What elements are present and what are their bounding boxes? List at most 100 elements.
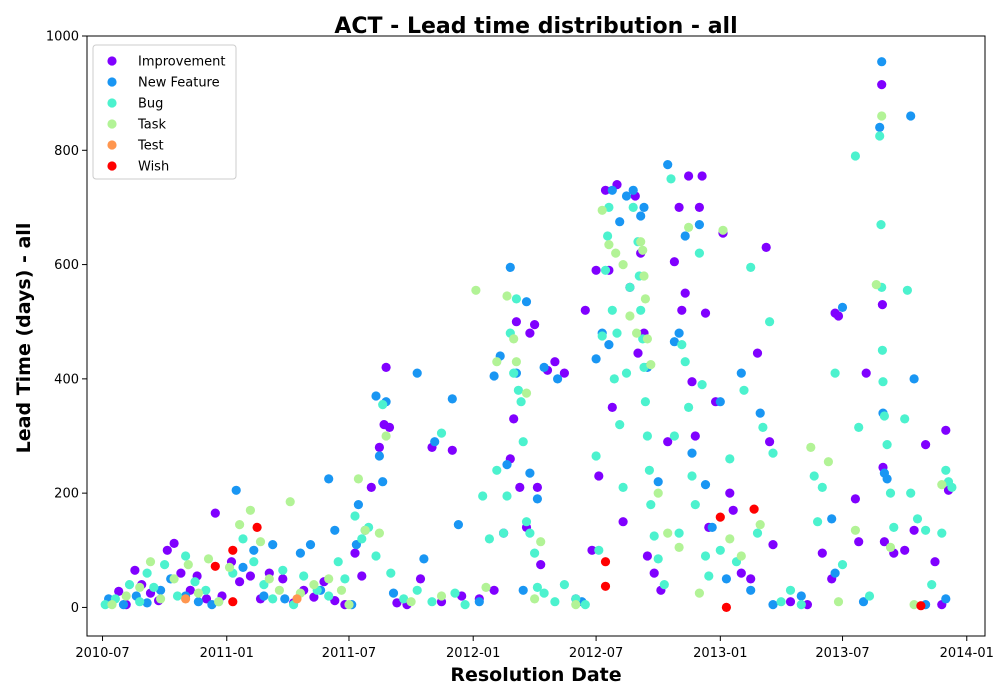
point-bug-45	[516, 397, 526, 407]
point-new-feature-82	[906, 111, 916, 121]
point-bug-31	[412, 585, 422, 595]
legend-label-new-feature: New Feature	[138, 76, 220, 91]
point-bug-69	[628, 202, 638, 212]
point-bug-79	[649, 531, 659, 541]
point-task-58	[755, 520, 765, 530]
point-task-34	[521, 388, 532, 398]
point-improvement-55	[559, 368, 570, 378]
point-bug-110	[837, 560, 848, 570]
point-new-feature-9	[231, 485, 241, 495]
legend: Improvement New Feature Bug Task Test Wish	[92, 44, 237, 180]
point-improvement-68	[633, 348, 643, 358]
point-bug-57	[594, 545, 604, 555]
point-new-feature-66	[715, 397, 725, 407]
point-bug-50	[532, 582, 543, 593]
point-improvement-74	[663, 437, 673, 447]
point-task-38	[597, 205, 607, 215]
point-new-feature-73	[827, 514, 837, 524]
point-improvement-90	[736, 568, 746, 578]
point-new-feature-65	[707, 522, 717, 533]
point-improvement-105	[877, 80, 887, 90]
point-task-52	[674, 542, 684, 553]
point-task-14	[264, 574, 274, 584]
point-improvement-30	[374, 442, 384, 452]
point-bug-40	[502, 491, 512, 501]
point-new-feature-47	[591, 354, 601, 364]
point-task-24	[374, 528, 384, 538]
point-new-feature-68	[736, 368, 746, 378]
point-new-feature-64	[700, 480, 711, 490]
point-bug-48	[525, 528, 535, 538]
point-wish-0	[210, 561, 220, 571]
point-task-47	[640, 294, 651, 304]
point-task-46	[639, 271, 649, 281]
point-task-10	[224, 562, 235, 573]
point-bug-118	[878, 377, 888, 387]
point-bug-65	[615, 420, 625, 430]
point-improvement-83	[697, 171, 707, 181]
point-improvement-13	[210, 508, 220, 518]
point-task-66	[909, 600, 919, 610]
point-improvement-82	[694, 202, 705, 212]
point-task-31	[502, 291, 512, 301]
point-bug-24	[350, 511, 360, 521]
point-improvement-72	[649, 568, 659, 578]
legend-marker-task	[107, 119, 117, 129]
x-tick-label-2: 2011-07	[322, 646, 376, 661]
point-improvement-96	[785, 597, 796, 607]
point-bug-125	[906, 488, 916, 498]
point-new-feature-60	[674, 328, 684, 338]
point-improvement-89	[728, 505, 738, 515]
point-bug-38	[492, 465, 502, 475]
point-improvement-77	[677, 305, 687, 315]
point-bug-126	[912, 514, 923, 524]
point-new-feature-25	[374, 451, 384, 461]
point-new-feature-71	[768, 600, 778, 610]
point-bug-84	[674, 528, 684, 538]
point-bug-83	[669, 431, 680, 441]
point-new-feature-72	[796, 591, 806, 601]
point-new-feature-59	[669, 337, 680, 347]
point-task-25	[381, 431, 391, 441]
point-bug-72	[636, 305, 646, 315]
point-bug-130	[941, 465, 951, 475]
point-new-feature-42	[525, 468, 535, 478]
point-new-feature-61	[680, 231, 690, 241]
point-new-feature-24	[371, 391, 381, 401]
point-bug-121	[885, 488, 896, 498]
point-improvement-59	[591, 265, 601, 275]
point-test-1	[292, 594, 302, 604]
point-improvement-52	[536, 560, 546, 570]
point-task-27	[436, 591, 447, 601]
point-new-feature-15	[295, 548, 305, 558]
point-new-feature-32	[447, 394, 457, 404]
x-tick-label-4: 2012-07	[569, 646, 623, 661]
point-bug-85	[677, 340, 687, 350]
point-bug-33	[436, 428, 447, 438]
point-task-59	[806, 442, 816, 452]
points-layer	[100, 57, 957, 613]
point-improvement-23	[309, 592, 319, 602]
point-bug-97	[739, 385, 749, 395]
point-bug-13	[238, 534, 248, 544]
point-improvement-57	[580, 305, 590, 315]
point-new-feature-51	[615, 217, 625, 227]
point-improvement-17	[245, 571, 255, 581]
point-bug-92	[700, 551, 711, 561]
point-bug-87	[684, 402, 694, 412]
point-bug-60	[603, 231, 613, 241]
point-bug-34	[450, 588, 460, 598]
point-improvement-28	[357, 571, 367, 581]
point-task-0	[107, 600, 117, 610]
point-bug-63	[609, 374, 619, 384]
point-task-21	[344, 600, 354, 610]
point-bug-114	[875, 131, 885, 141]
point-task-30	[492, 357, 502, 367]
point-new-feature-40	[518, 585, 528, 595]
point-bug-124	[902, 285, 913, 295]
point-bug-75	[640, 397, 651, 407]
point-new-feature-30	[419, 554, 429, 564]
point-task-22	[353, 474, 363, 484]
point-improvement-39	[447, 445, 457, 455]
